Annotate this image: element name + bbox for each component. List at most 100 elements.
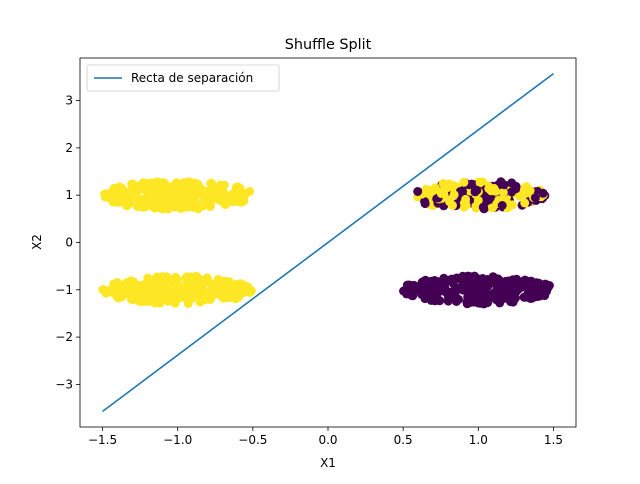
scatter-point <box>499 180 509 190</box>
scatter-point <box>170 297 180 307</box>
scatter-point <box>462 299 472 309</box>
scatter-point <box>491 186 501 196</box>
scatter-point <box>470 271 479 281</box>
y-tick-label: −1 <box>55 283 73 297</box>
x-tick-label: 1.0 <box>469 433 488 447</box>
scatter-point <box>194 202 204 212</box>
scatter-point <box>154 187 164 197</box>
scatter-point <box>436 189 446 198</box>
scatter-point <box>169 202 179 212</box>
scatter-point <box>459 177 469 187</box>
scatter-point <box>505 292 515 302</box>
scatter-point <box>477 285 487 294</box>
y-tick-label: 1 <box>65 188 73 202</box>
scatter-point <box>482 277 492 287</box>
scatter-point <box>447 274 457 284</box>
y-tick-label: 2 <box>65 141 73 155</box>
scatter-point <box>150 203 160 213</box>
scatter-point <box>538 188 548 198</box>
scatter-point <box>120 197 130 207</box>
scatter-point <box>449 289 458 299</box>
scatter-point <box>241 282 251 292</box>
scatter-point <box>429 283 439 293</box>
y-axis-label: X2 <box>30 234 44 250</box>
x-tick-label: 1.5 <box>544 433 563 447</box>
scatter-point <box>507 178 517 188</box>
scatter-point <box>520 292 530 302</box>
legend: Recta de separación <box>86 64 280 92</box>
scatter-point <box>101 192 111 202</box>
scatter-point <box>232 292 242 302</box>
scatter-point <box>129 295 139 305</box>
scatter-point <box>202 273 212 283</box>
scatter-point <box>207 182 217 192</box>
scatter-point <box>159 181 169 191</box>
scatter-point <box>219 190 229 200</box>
scatter-point <box>147 276 157 286</box>
scatter-point <box>126 276 136 286</box>
x-tick-label: −1.5 <box>88 433 117 447</box>
scatter-point <box>173 284 183 294</box>
scatter-point <box>116 282 125 292</box>
scatter-point <box>138 202 148 212</box>
scatter-point <box>200 295 210 305</box>
x-axis-label: X1 <box>320 456 336 470</box>
scatter-point <box>495 298 505 308</box>
legend-label: Recta de separación <box>131 71 253 85</box>
scatter-point <box>420 199 430 209</box>
scatter-point <box>198 188 208 198</box>
scatter-point <box>138 178 148 188</box>
scatter-point <box>438 179 448 188</box>
scatter-point <box>171 277 180 287</box>
scatter-point <box>192 179 202 189</box>
scatter-point <box>498 188 508 197</box>
x-tick-label: 0.0 <box>318 433 337 447</box>
scatter-point <box>451 297 461 306</box>
scatter-point <box>117 292 127 301</box>
scatter-point <box>178 192 188 202</box>
scatter-point <box>404 281 413 290</box>
scatter-point <box>208 194 218 204</box>
scatter-point <box>540 286 549 296</box>
scatter-point <box>111 184 121 194</box>
scatter-point <box>232 185 242 195</box>
y-tick-label: −2 <box>55 330 73 344</box>
scatter-point <box>473 195 483 205</box>
scatter-point <box>497 201 507 210</box>
legend-box <box>86 64 280 92</box>
scatter-point <box>515 191 524 201</box>
scatter-point <box>215 180 225 190</box>
scatter-point <box>142 288 152 298</box>
scatter-point <box>529 279 539 289</box>
scatter-point <box>467 285 477 295</box>
separation-line <box>102 72 554 413</box>
scatter-point <box>104 286 114 295</box>
scatter-point <box>186 182 196 192</box>
scatter-point <box>475 178 485 188</box>
scatter-point <box>424 291 434 301</box>
x-tick-label: 0.5 <box>394 433 413 447</box>
chart-title: Shuffle Split <box>285 37 372 53</box>
scatter-point <box>185 294 194 304</box>
scatter-point <box>229 284 239 294</box>
scatter-point <box>483 196 493 205</box>
scatter-point <box>461 194 471 204</box>
y-tick-label: 0 <box>65 236 73 250</box>
scatter-point <box>530 193 540 203</box>
scatter-point <box>152 284 162 294</box>
scatter-point <box>492 285 502 295</box>
scatter-point <box>448 200 457 210</box>
scatter-point <box>237 197 247 207</box>
scatter-point <box>412 284 422 294</box>
scatter-point <box>214 278 224 288</box>
scatter-point <box>484 184 494 194</box>
scatter-point <box>162 200 172 210</box>
scatter-point <box>510 281 520 291</box>
scatter-point <box>142 194 152 204</box>
scatter-point <box>540 279 550 289</box>
scatter-point <box>154 291 164 301</box>
scatter-point <box>520 198 530 208</box>
scatter-point <box>503 276 513 286</box>
scatter-points <box>98 177 554 309</box>
